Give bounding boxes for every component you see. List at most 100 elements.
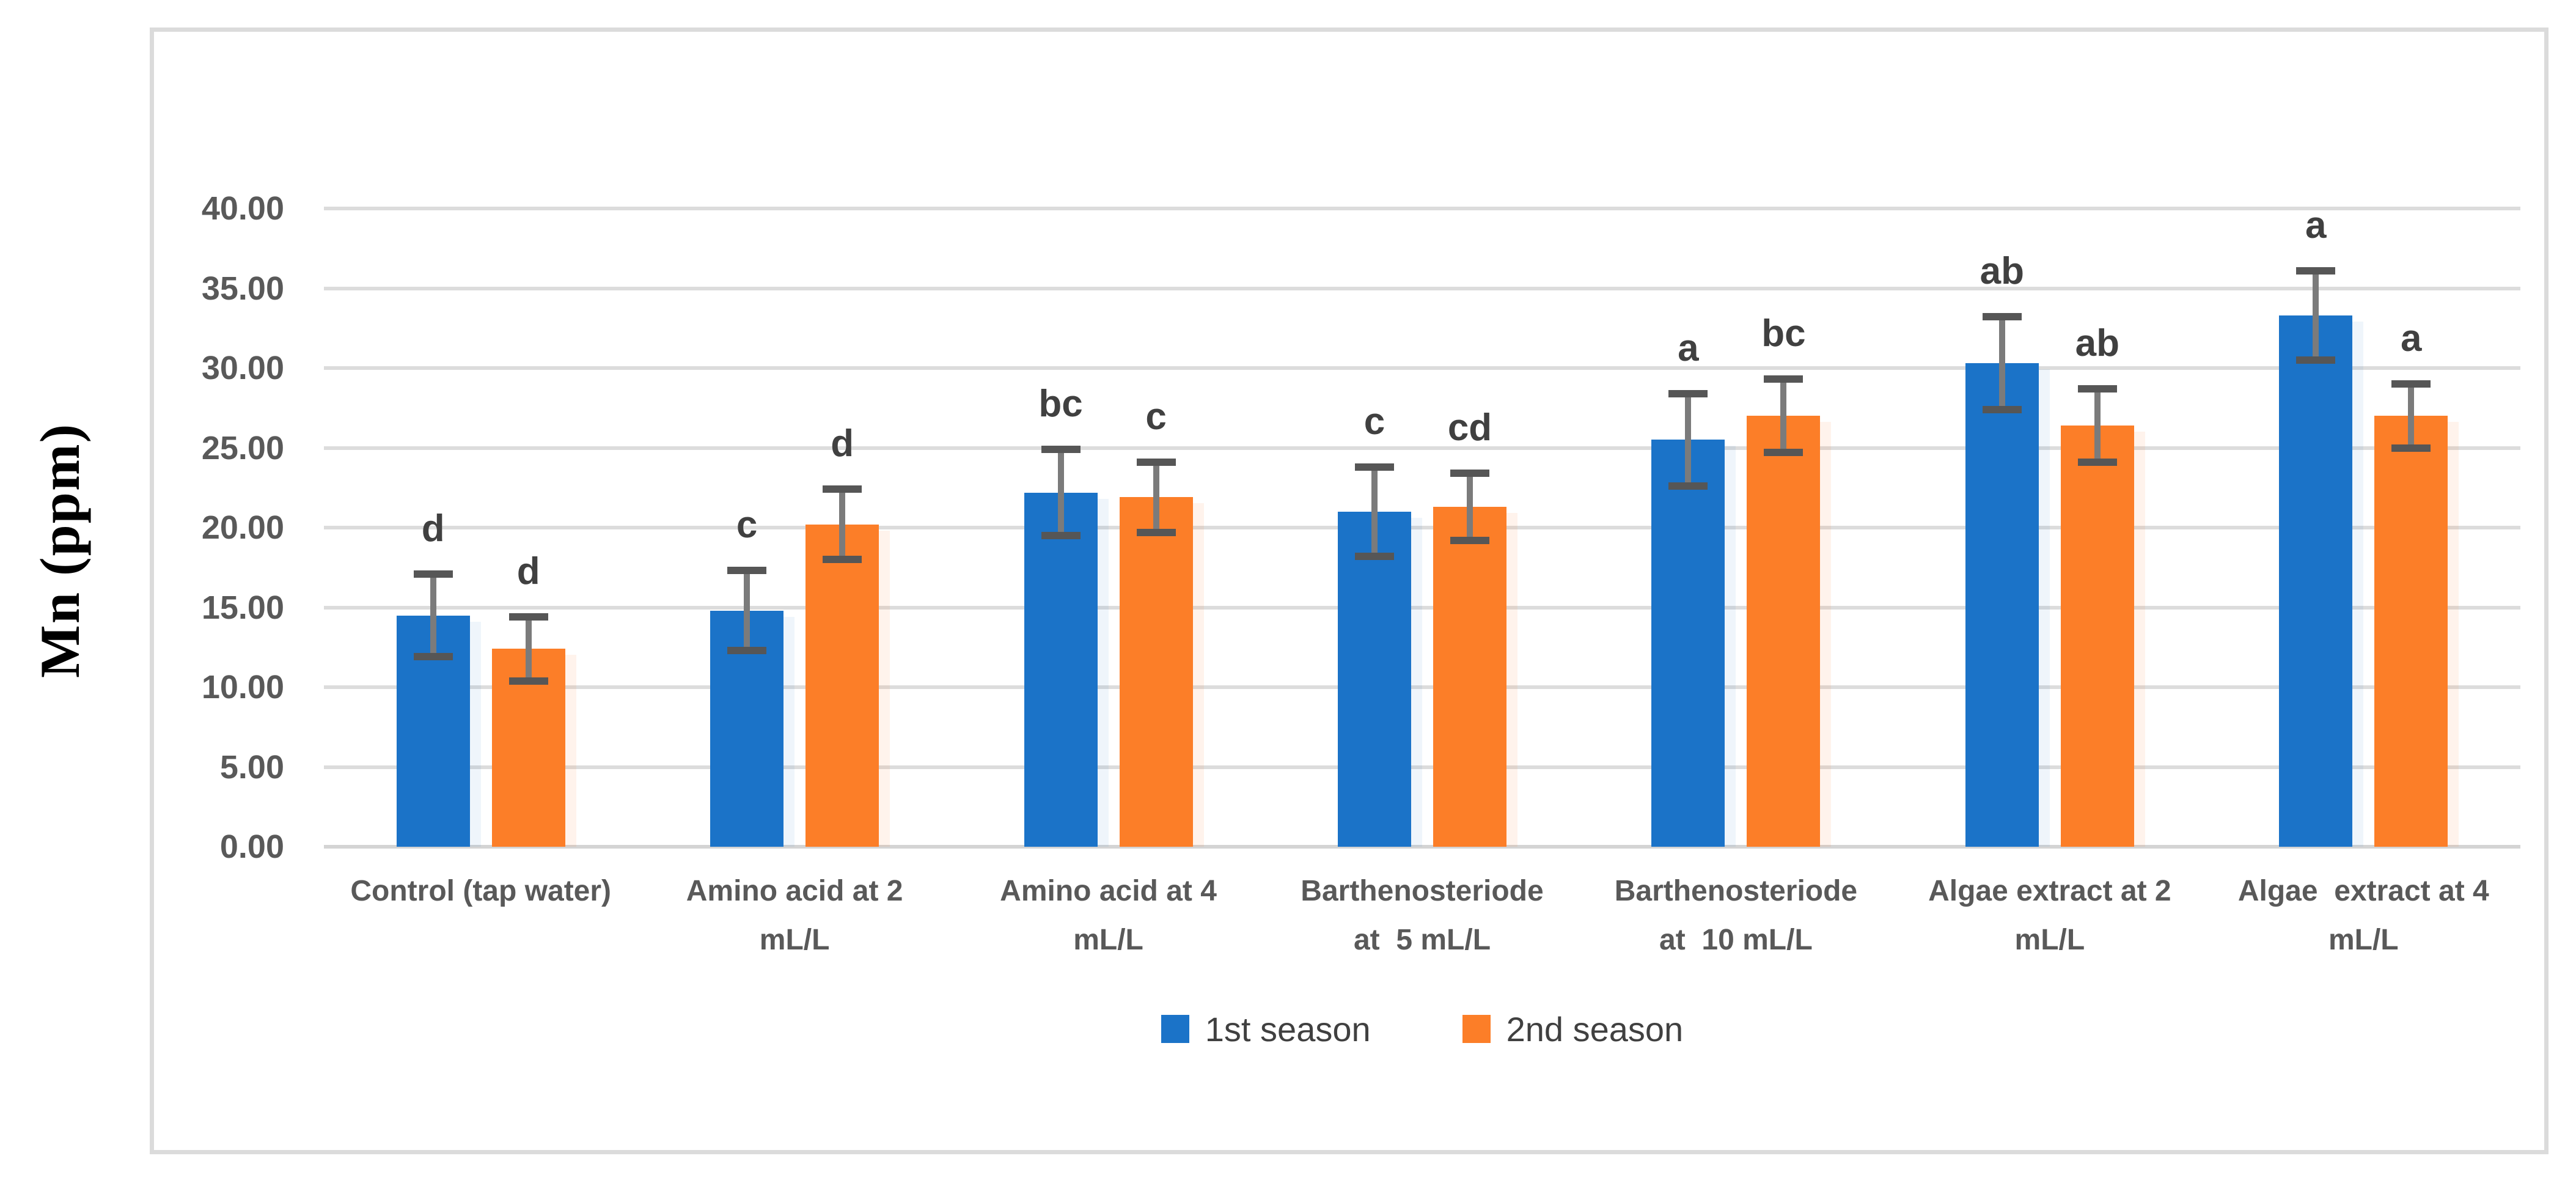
- error-bar-cap-top: [2391, 380, 2431, 388]
- error-bar-cap-bottom: [508, 677, 548, 685]
- bar-1st-season: [1651, 440, 1725, 847]
- significance-letter: a: [2305, 204, 2327, 246]
- bar-shadow: [1506, 513, 1517, 847]
- x-category-label: Amino acid at 4 mL/L: [955, 867, 1261, 965]
- significance-letter: ab: [2075, 322, 2120, 364]
- bar-shadow: [879, 530, 890, 847]
- legend-swatch-1st-season: [1161, 1015, 1189, 1043]
- bar-shadow: [2448, 422, 2459, 847]
- x-category-label: Barthenosteriode at 5 mL/L: [1269, 867, 1575, 965]
- y-tick-label: 10.00: [201, 669, 284, 706]
- error-bar-line: [1467, 473, 1473, 540]
- bar-shadow: [2038, 369, 2050, 847]
- y-tick-label: 30.00: [201, 350, 284, 386]
- legend-item-1st-season: 1st season: [1161, 1009, 1371, 1049]
- x-category-label: Algae extract at 2 mL/L: [1896, 867, 2203, 965]
- gridline: [324, 526, 2520, 529]
- error-bar-cap-top: [508, 613, 548, 621]
- bar-1st-season: [1338, 511, 1411, 847]
- significance-letter: bc: [1038, 383, 1083, 426]
- error-bar-line: [1371, 466, 1378, 556]
- error-bar-cap-bottom: [823, 556, 862, 564]
- error-bar-cap-top: [1982, 313, 2022, 321]
- error-bar-line: [1780, 379, 1787, 453]
- y-tick-label: 15.00: [201, 589, 284, 626]
- x-category-label-line: Barthenosteriode: [1614, 875, 1858, 907]
- x-category-label: Algae extract at 4 mL/L: [2211, 867, 2517, 965]
- error-bar-cap-bottom: [727, 646, 767, 654]
- significance-letter: a: [2401, 317, 2422, 360]
- x-category-label-line: Barthenosteriode: [1301, 875, 1544, 907]
- significance-letter: ab: [1980, 250, 2025, 293]
- significance-letter: d: [516, 550, 540, 593]
- error-bar-line: [1057, 449, 1064, 536]
- bar-1st-season: [1965, 363, 2039, 847]
- error-bar-line: [430, 573, 436, 657]
- error-bar-cap-bottom: [2077, 458, 2117, 466]
- y-tick-label: 25.00: [201, 429, 284, 466]
- legend-label-2nd-season: 2nd season: [1506, 1009, 1684, 1048]
- error-bar-cap-top: [1668, 389, 1708, 397]
- error-bar-cap-bottom: [1450, 536, 1489, 544]
- error-bar-cap-top: [1355, 463, 1394, 471]
- x-category-label-line: Control (tap water): [350, 875, 612, 907]
- bar-2nd-season: [805, 524, 879, 847]
- bar-shadow: [1820, 422, 1832, 847]
- error-bar-cap-bottom: [2296, 356, 2336, 364]
- gridline: [324, 207, 2520, 210]
- legend: 1st season 2nd season: [324, 1008, 2520, 1050]
- significance-letter: c: [1145, 395, 1167, 438]
- bar-shadow: [1192, 503, 1204, 847]
- significance-letter: c: [736, 504, 758, 547]
- error-bar-cap-top: [823, 485, 862, 493]
- significance-letter: bc: [1761, 312, 1806, 355]
- y-tick-label: 5.00: [219, 748, 284, 786]
- error-bar-line: [525, 617, 532, 681]
- error-bar-cap-top: [1450, 470, 1489, 477]
- bar-shadow: [1725, 446, 1736, 847]
- error-bar-cap-top: [727, 567, 767, 575]
- gridline: [324, 685, 2520, 689]
- legend-swatch-2nd-season: [1462, 1015, 1491, 1043]
- x-category-label-line: mL/L: [2328, 924, 2399, 956]
- bar-shadow: [783, 616, 795, 847]
- x-category-label-line: at 5 mL/L: [1353, 924, 1491, 956]
- error-bar-cap-bottom: [1764, 449, 1804, 457]
- legend-label-1st-season: 1st season: [1205, 1009, 1371, 1048]
- y-axis-title: Mn (ppm): [29, 422, 91, 678]
- error-bar-cap-bottom: [1355, 552, 1394, 560]
- y-tick-label: 0.00: [219, 828, 284, 865]
- error-bar-cap-top: [1041, 446, 1081, 454]
- gridline: [324, 605, 2520, 610]
- error-bar-line: [2094, 388, 2101, 462]
- legend-item-2nd-season: 2nd season: [1462, 1009, 1684, 1049]
- error-bar-cap-bottom: [1982, 405, 2022, 413]
- significance-letter: cd: [1447, 407, 1492, 449]
- x-category-label-line: mL/L: [2014, 924, 2085, 956]
- error-bar-cap-top: [2296, 267, 2336, 275]
- bar-2nd-season: [2060, 425, 2134, 847]
- bar-2nd-season: [1747, 416, 1821, 847]
- error-bar-cap-bottom: [1041, 532, 1081, 540]
- significance-letter: c: [1363, 400, 1385, 443]
- error-bar-line: [1685, 393, 1692, 487]
- bar-2nd-season: [1119, 497, 1193, 847]
- y-tick-label: 40.00: [201, 190, 284, 227]
- significance-letter: a: [1678, 326, 1699, 369]
- error-bar-line: [1153, 462, 1159, 533]
- y-tick-label: 35.00: [201, 270, 284, 307]
- significance-letter: d: [421, 507, 445, 550]
- gridline: [324, 446, 2520, 450]
- error-bar-cap-top: [1136, 458, 1176, 466]
- x-category-label-line: Amino acid at 4: [1000, 875, 1217, 907]
- error-bar-line: [744, 570, 750, 650]
- error-bar-cap-top: [413, 570, 453, 578]
- bar-shadow: [469, 621, 481, 847]
- gridline: [324, 765, 2520, 769]
- error-bar-cap-bottom: [1136, 528, 1176, 536]
- x-category-label-line: mL/L: [1073, 924, 1143, 956]
- error-bar-line: [1998, 317, 2005, 410]
- bar-shadow: [565, 655, 576, 847]
- error-bar-cap-bottom: [1668, 482, 1708, 490]
